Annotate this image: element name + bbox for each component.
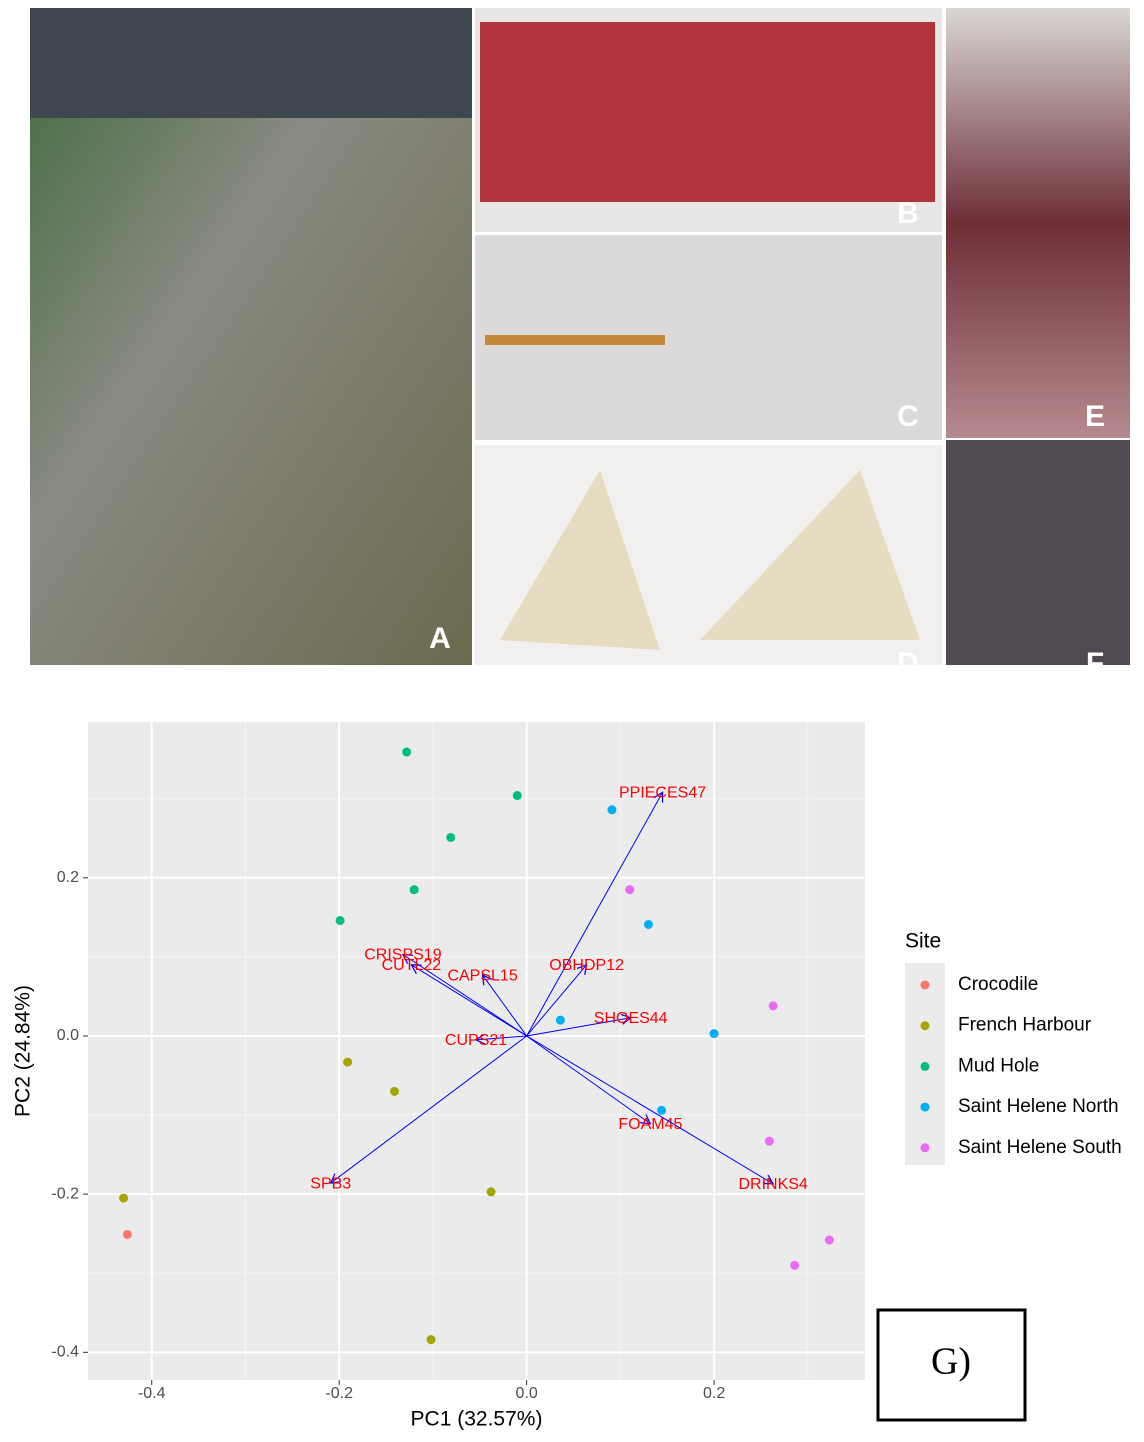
legend-key <box>921 981 930 990</box>
legend-label: Saint Helene North <box>958 1096 1119 1117</box>
legend-key <box>921 1103 930 1112</box>
photo-label: D <box>897 647 919 680</box>
loading-label: CUTL22 <box>382 957 442 974</box>
figure: -0.4 -0.2 0.0 0.2 -0.4 -0.2 0.0 0.2 PC1 (32.57%)… <box>0 0 1144 1437</box>
point <box>402 748 411 757</box>
photo-a-water <box>30 8 472 118</box>
loading-label: OBHDP12 <box>549 957 624 974</box>
plot-background <box>88 722 865 1380</box>
y-tick-label: 0.0 <box>57 1027 79 1044</box>
y-tick-label: -0.4 <box>51 1344 79 1361</box>
legend-title: Site <box>905 930 941 953</box>
legend-label: French Harbour <box>958 1015 1092 1036</box>
point <box>556 1016 565 1025</box>
y-axis-title: PC2 (24.84%) <box>12 985 35 1117</box>
point <box>825 1236 834 1245</box>
y-tick-label: 0.2 <box>57 869 79 886</box>
x-axis-title: PC1 (32.57%) <box>411 1408 543 1431</box>
loading-label: DRINKS4 <box>738 1176 807 1193</box>
photo-f <box>946 440 1130 665</box>
legend-label: Saint Helene South <box>958 1137 1122 1158</box>
loading-label: SHOES44 <box>594 1010 668 1027</box>
figure-label: G) <box>931 1341 971 1383</box>
x-tick-label: -0.2 <box>325 1385 353 1402</box>
photo-label: C <box>897 400 919 433</box>
point <box>487 1187 496 1196</box>
point <box>657 1106 666 1115</box>
point <box>390 1087 399 1096</box>
photo-label: F <box>1086 647 1104 680</box>
legend-key <box>921 1143 930 1152</box>
loading-label: FOAM45 <box>618 1116 682 1133</box>
point <box>710 1029 719 1038</box>
plot: -0.4 -0.2 0.0 0.2 -0.4 -0.2 0.0 0.2 PC1 (32.57%)… <box>12 722 1122 1431</box>
point <box>769 1001 778 1010</box>
photos <box>30 8 1130 665</box>
legend-label: Mud Hole <box>958 1055 1039 1076</box>
x-tick-label: 0.0 <box>516 1385 538 1402</box>
point <box>119 1194 128 1203</box>
legend-key <box>921 1021 930 1030</box>
photo-b-net <box>480 22 935 202</box>
point <box>644 920 653 929</box>
point <box>427 1335 436 1344</box>
point <box>123 1230 132 1239</box>
photo-c-item <box>485 335 665 345</box>
x-tick-label: 0.2 <box>703 1385 725 1402</box>
point <box>513 791 522 800</box>
loading-label: CAPSL15 <box>447 967 517 984</box>
point <box>765 1137 774 1146</box>
point <box>336 916 345 925</box>
point <box>410 885 419 894</box>
photo-label: A <box>429 622 451 655</box>
point <box>790 1261 799 1270</box>
legend-key <box>921 1062 930 1071</box>
x-tick-label: -0.4 <box>138 1385 166 1402</box>
photo-label: E <box>1085 400 1105 433</box>
loading-label: SPB3 <box>310 1175 351 1192</box>
point <box>625 885 634 894</box>
loading-label: PPIECES47 <box>619 785 706 802</box>
point <box>607 805 616 814</box>
photo-label: B <box>897 197 919 230</box>
point <box>446 833 455 842</box>
loading-label: CUPS21 <box>445 1032 507 1049</box>
photo-e <box>946 8 1130 438</box>
point <box>343 1058 352 1067</box>
y-tick-label: -0.2 <box>51 1185 79 1202</box>
legend-label: Crocodile <box>958 974 1038 995</box>
